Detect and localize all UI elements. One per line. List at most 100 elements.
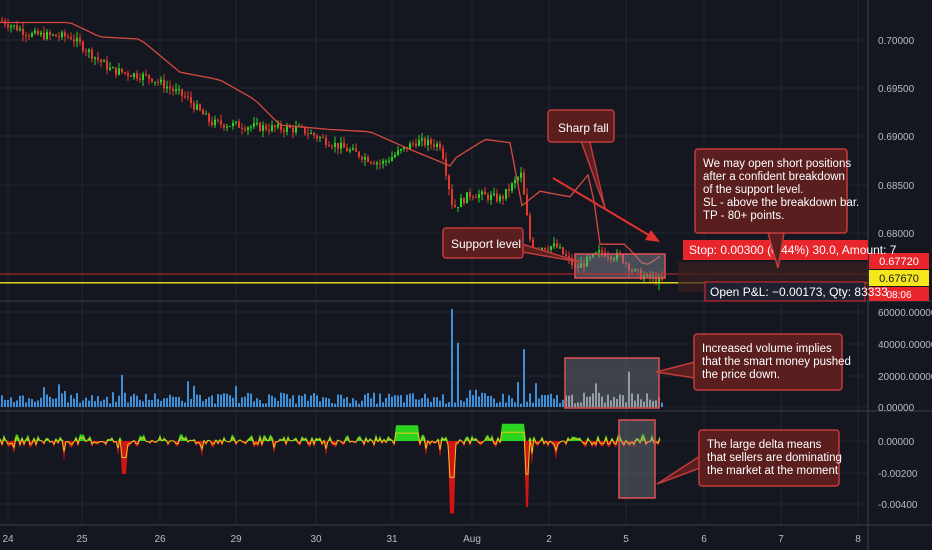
- pnl-order-label[interactable]: Open P&L: −0.00173, Qty: 83333: [704, 281, 888, 302]
- volume-bar: [493, 398, 495, 407]
- candle-body: [466, 192, 468, 204]
- volume-bar: [7, 399, 9, 407]
- volume-bar: [472, 395, 474, 407]
- volume-bar: [478, 396, 480, 407]
- volume-bar: [235, 385, 237, 407]
- time-axis-tick: 31: [386, 534, 398, 545]
- candle-body: [400, 149, 402, 151]
- candle-body: [583, 263, 585, 267]
- candle-body: [328, 144, 330, 147]
- volume-bar: [211, 395, 213, 407]
- volume-bar: [460, 400, 462, 407]
- volume-bar: [148, 399, 150, 407]
- candle-body: [67, 36, 69, 38]
- candle-body: [454, 204, 456, 208]
- volume-bar: [361, 400, 363, 407]
- volume-bar: [319, 401, 321, 407]
- price-axis-tick: 0.68000: [878, 229, 915, 240]
- candle-body: [631, 270, 633, 272]
- volume-bar: [106, 396, 108, 407]
- candle-body: [205, 113, 207, 115]
- volume-bar: [604, 402, 606, 407]
- volume-bar: [178, 396, 180, 407]
- delta-note-callout: [698, 429, 840, 487]
- candle-body: [565, 254, 567, 257]
- volume-bar: [655, 400, 657, 407]
- candle-body: [214, 119, 216, 126]
- candle-body: [241, 127, 243, 129]
- candle-body: [325, 137, 327, 145]
- volume-bar: [49, 396, 51, 407]
- volume-bar: [265, 403, 267, 407]
- volume-bar: [205, 399, 207, 407]
- candle-body: [649, 273, 651, 279]
- candle-body: [220, 120, 222, 125]
- candle-body: [625, 262, 627, 264]
- candle-body: [223, 124, 225, 128]
- candle-body: [286, 126, 288, 132]
- candle-body: [349, 149, 351, 152]
- stop-order-label[interactable]: Stop: 0.00300 (0.44%) 30.0, Amount: 7: [683, 240, 897, 260]
- candle-body: [361, 156, 363, 160]
- volume-bar: [520, 403, 522, 407]
- volume-bar: [559, 402, 561, 407]
- candle-body: [553, 243, 555, 247]
- price-axis-tick: 0.68500: [878, 181, 915, 192]
- candle-body: [37, 30, 39, 35]
- volume-bar: [649, 399, 651, 407]
- volume-bar: [397, 395, 399, 407]
- volume-bar: [37, 400, 39, 407]
- candle-body: [391, 157, 393, 161]
- candle-body: [367, 156, 369, 162]
- candle-body: [199, 104, 201, 111]
- volume-bar: [100, 401, 102, 407]
- stop-order-text: Stop: 0.00300 (0.44%) 30.0, Amount: 7: [689, 243, 897, 257]
- volume-bar: [268, 394, 270, 407]
- volume-bar: [94, 401, 96, 407]
- volume-bar: [292, 395, 294, 407]
- candle-body: [250, 126, 252, 128]
- candle-body: [601, 250, 603, 253]
- volume-bar: [229, 395, 231, 407]
- candle-body: [193, 103, 195, 110]
- candle-body: [40, 32, 42, 35]
- volume-bar: [322, 397, 324, 407]
- volume-bar: [259, 399, 261, 407]
- candle-body: [172, 88, 174, 91]
- volume-bar: [448, 402, 450, 407]
- candle-body: [277, 124, 279, 128]
- volume-bar: [1, 395, 3, 407]
- candle-body: [382, 160, 384, 164]
- candle-body: [148, 74, 150, 79]
- candle-body: [595, 252, 597, 254]
- volume-bar: [112, 392, 114, 407]
- candle-body: [436, 143, 438, 147]
- candle-body: [154, 81, 156, 83]
- volume-bar: [586, 396, 588, 407]
- candle-body: [481, 191, 483, 195]
- candle-body: [247, 127, 249, 131]
- volume-bar: [571, 394, 573, 407]
- candle-body: [577, 265, 579, 269]
- volume-bar: [160, 400, 162, 407]
- candle-body: [34, 30, 36, 34]
- volume-bar: [496, 402, 498, 407]
- volume-bar: [661, 402, 663, 407]
- volume-bar: [232, 397, 234, 407]
- volume-bar: [529, 393, 531, 407]
- volume-bar: [463, 401, 465, 407]
- volume-bar: [547, 394, 549, 407]
- candle-body: [136, 73, 138, 79]
- volume-bar: [469, 390, 471, 407]
- candlesticks: [1, 16, 663, 291]
- candle-body: [190, 97, 192, 104]
- candle-body: [151, 78, 153, 82]
- candle-body: [559, 247, 561, 249]
- volume-bar: [253, 401, 255, 407]
- candle-body: [235, 121, 237, 123]
- short-positions-callout: [694, 148, 848, 234]
- volume-bar: [481, 392, 483, 407]
- volume-bar: [346, 397, 348, 407]
- candle-body: [208, 113, 210, 122]
